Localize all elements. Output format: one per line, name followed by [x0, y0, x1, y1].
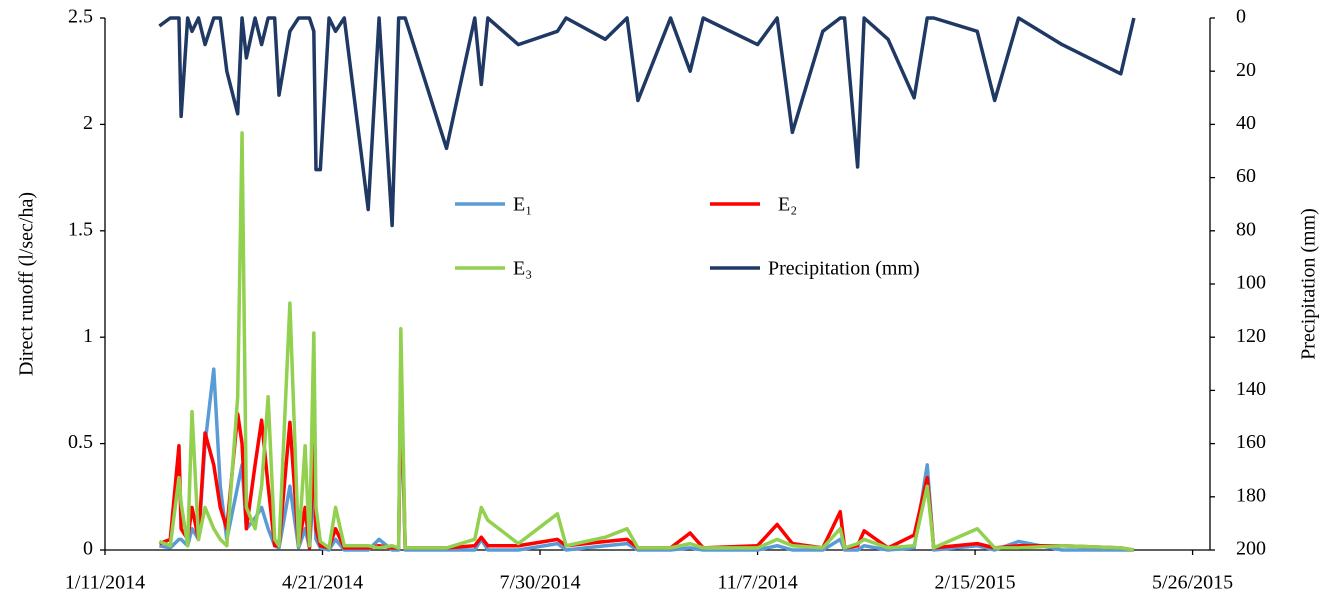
y2-tick-label: 20: [1236, 59, 1256, 81]
y2-tick-label: 80: [1236, 218, 1256, 240]
legend-label: E₂: [778, 194, 797, 216]
x-tick-label: 11/7/2014: [717, 572, 797, 594]
y-axis-title: Direct runoff (l/sec/ha): [16, 192, 38, 376]
y-tick-label: 2.5: [68, 6, 93, 28]
x-tick-label: 7/30/2014: [499, 572, 580, 594]
y-tick-label: 0.5: [68, 431, 93, 453]
legend-label: Precipitation (mm): [768, 258, 920, 280]
x-tick-label: 5/26/2015: [1152, 572, 1233, 594]
x-tick-label: 1/11/2014: [65, 572, 145, 594]
y2-tick-label: 160: [1236, 431, 1266, 453]
y-tick-label: 2: [83, 112, 93, 134]
y2-tick-label: 100: [1236, 272, 1266, 294]
y2-tick-label: 200: [1236, 538, 1266, 560]
legend-label: E₁: [513, 194, 532, 216]
y-tick-label: 0: [83, 538, 93, 560]
x-tick-label: 2/15/2015: [935, 572, 1016, 594]
y2-tick-label: 60: [1236, 165, 1256, 187]
y2-tick-label: 140: [1236, 378, 1266, 400]
y-tick-label: 1.5: [68, 218, 93, 240]
y-tick-label: 1: [83, 325, 93, 347]
y2-tick-label: 180: [1236, 484, 1266, 506]
series-line: [158, 16, 1136, 228]
series-line: [158, 131, 1135, 552]
y2-tick-label: 0: [1236, 6, 1246, 28]
y2-tick-label: 120: [1236, 325, 1266, 347]
y2-axis-title: Precipitation (mm): [1298, 208, 1320, 360]
y2-tick-label: 40: [1236, 112, 1256, 134]
legend-label: E₃: [513, 258, 532, 280]
x-tick-label: 4/21/2014: [282, 572, 363, 594]
